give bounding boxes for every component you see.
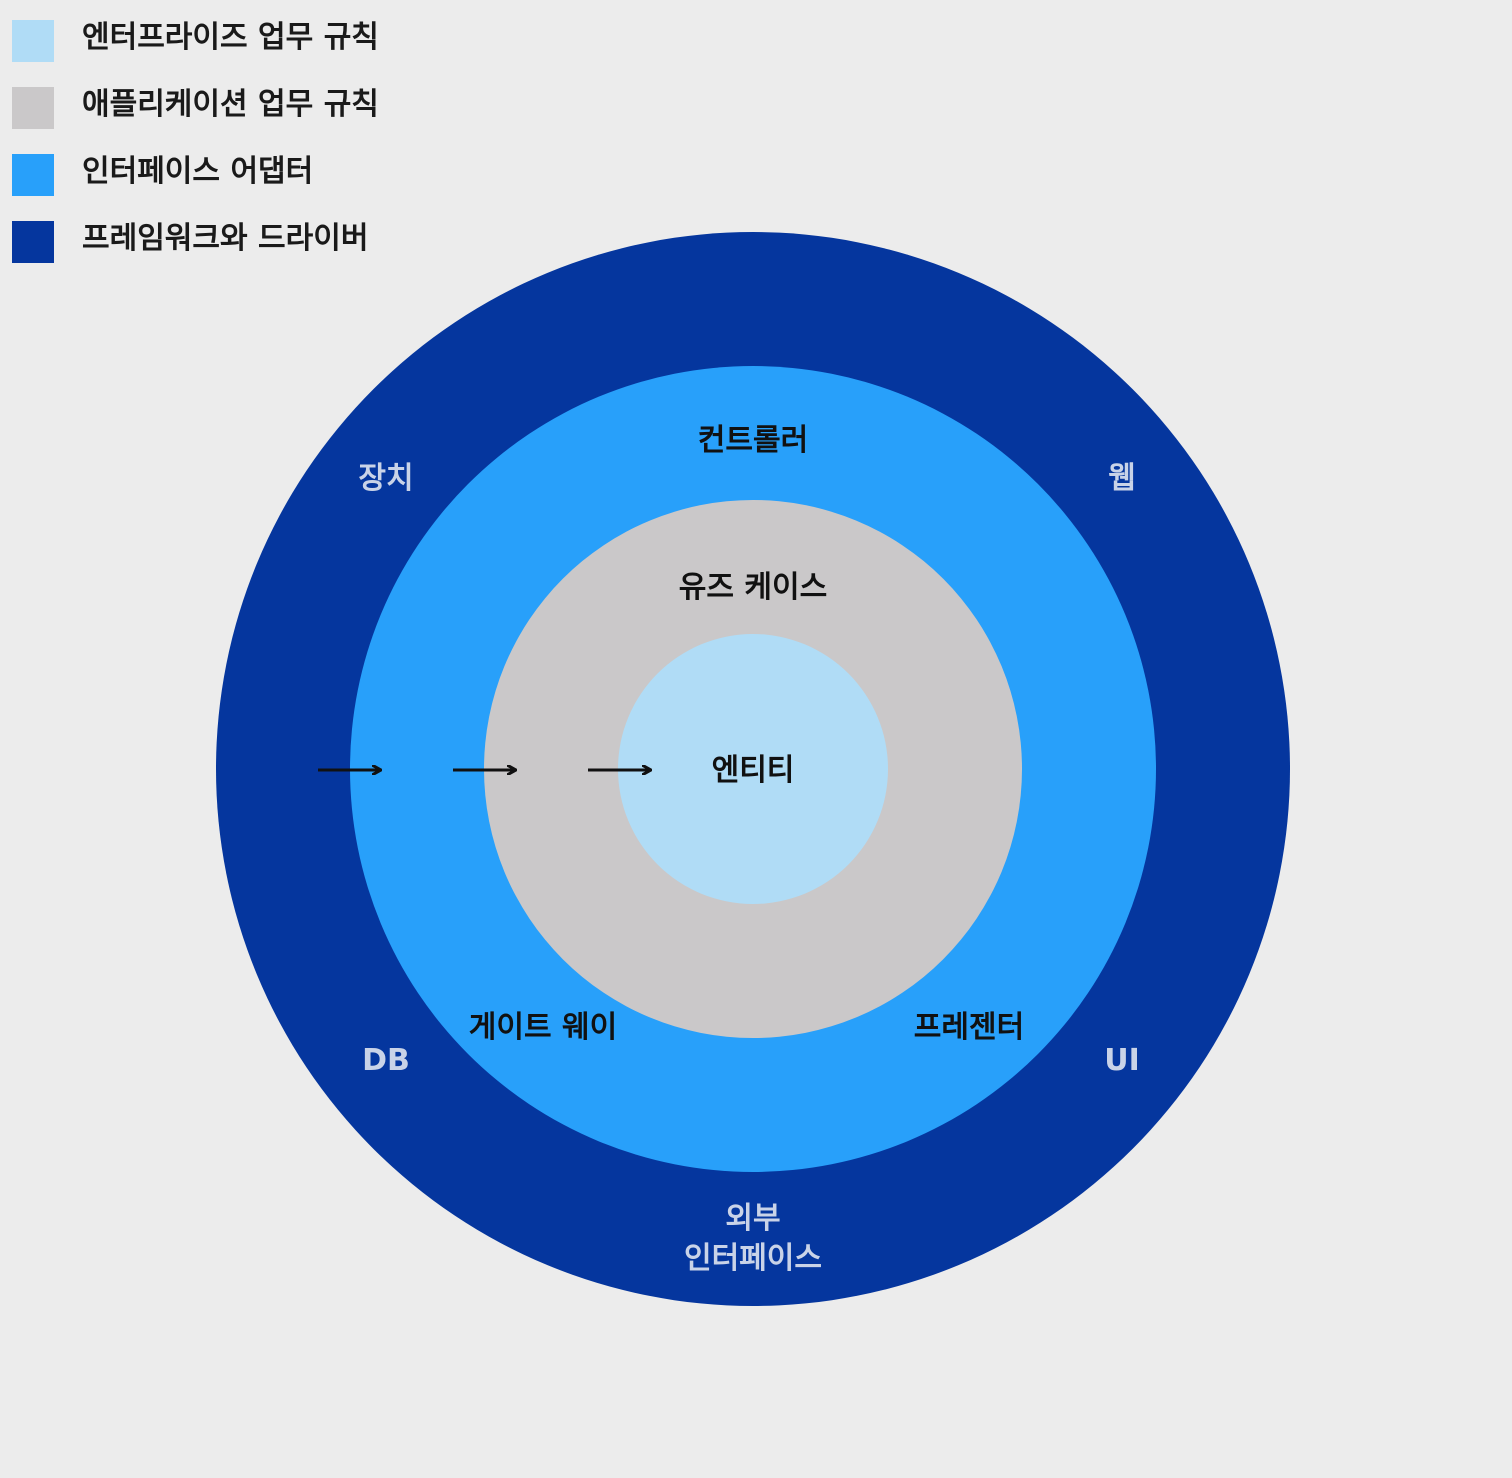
outer-label-ui: UI <box>1104 1043 1140 1078</box>
ring-entities <box>618 634 888 904</box>
entities-label: 엔티티 <box>712 753 795 788</box>
legend: 엔터프라이즈 업무 규칙 애플리케이션 업무 규칙 인터페이스 어댑터 프레임워… <box>12 16 532 284</box>
legend-item-enterprise-rules: 엔터프라이즈 업무 규칙 <box>12 16 532 83</box>
adapters-label-presenter: 프레젠터 <box>914 1010 1024 1045</box>
legend-item-application-rules: 애플리케이션 업무 규칙 <box>12 83 532 150</box>
legend-swatch-application-rules <box>12 87 54 129</box>
outer-label-db: DB <box>362 1043 410 1078</box>
adapters-label-gateway: 게이트 웨이 <box>469 1010 617 1045</box>
outer-label-devices: 장치 <box>358 461 413 496</box>
outer-label-web: 웹 <box>1108 461 1136 496</box>
legend-swatch-enterprise-rules <box>12 20 54 62</box>
adapters-label-controller: 컨트롤러 <box>698 423 808 458</box>
legend-swatch-frameworks-drivers <box>12 221 54 263</box>
outer-label-external-line2: 인터페이스 <box>684 1241 822 1276</box>
usecases-label: 유즈 케이스 <box>679 570 827 605</box>
legend-item-interface-adapters: 인터페이스 어댑터 <box>12 150 532 217</box>
outer-label-external-line1: 외부 <box>725 1201 780 1236</box>
legend-swatch-interface-adapters <box>12 154 54 196</box>
legend-label: 프레임워크와 드라이버 <box>82 221 369 256</box>
legend-label: 애플리케이션 업무 규칙 <box>82 87 379 122</box>
legend-item-frameworks-drivers: 프레임워크와 드라이버 <box>12 217 532 284</box>
legend-label: 인터페이스 어댑터 <box>82 154 314 189</box>
legend-label: 엔터프라이즈 업무 규칙 <box>82 20 379 55</box>
